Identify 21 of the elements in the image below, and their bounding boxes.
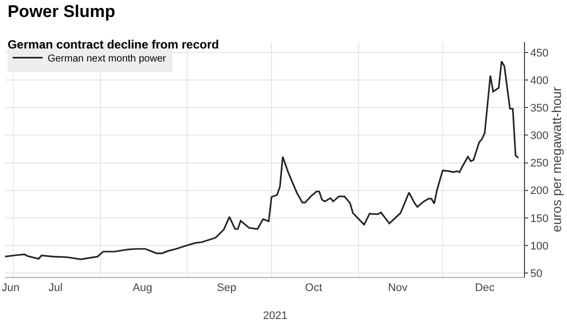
y-tick-label: 100 [530,240,549,252]
text: 2021 [263,310,288,322]
x-tick-label: Oct [305,282,322,294]
y-tick-label: 250 [530,158,549,170]
x-tick-label: Aug [132,282,152,294]
y-axis-title: euros per megawatt-hour [549,86,564,232]
y-tick-label: 50 [530,268,542,280]
legend-label: German next month power [48,54,167,65]
y-tick-label: 450 [530,47,549,60]
x-tick-label: Nov [388,282,408,294]
x-tick-label: Sep [216,282,236,294]
chart-title: Power Slump [8,2,116,21]
y-tick-label: 200 [530,185,549,198]
x-tick-label: Jul [48,282,63,294]
y-tick-label: 400 [530,74,549,87]
y-tick-label: 300 [530,130,549,142]
y-tick-label: 350 [530,102,549,114]
x-tick-label: Dec [474,282,495,294]
chart-subtitle: German contract decline from record [8,37,219,52]
y-tick-label: 150 [530,212,549,225]
x-tick-label: Jun [2,282,20,294]
